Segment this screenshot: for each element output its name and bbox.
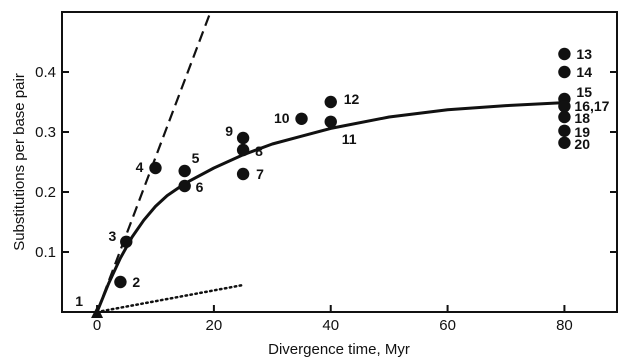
x-tick-label: 60 bbox=[439, 317, 456, 334]
data-point bbox=[120, 235, 133, 248]
data-point bbox=[91, 306, 104, 318]
x-tick-label: 80 bbox=[556, 317, 573, 334]
data-point-label: 9 bbox=[225, 123, 233, 139]
x-tick-label: 40 bbox=[322, 317, 339, 334]
data-point-label: 4 bbox=[136, 159, 144, 175]
x-tick-label: 20 bbox=[206, 317, 223, 334]
y-tick-label: 0.2 bbox=[35, 184, 56, 201]
data-point bbox=[558, 100, 571, 113]
x-axis-title: Divergence time, Myr bbox=[268, 341, 410, 358]
dotted-line bbox=[95, 283, 245, 312]
data-point bbox=[558, 110, 571, 124]
data-point-label: 5 bbox=[192, 150, 200, 166]
data-point bbox=[236, 167, 250, 181]
data-point bbox=[558, 136, 571, 149]
y-axis-title: Substitutions per base pair bbox=[11, 73, 28, 251]
data-point-label: 10 bbox=[274, 110, 290, 126]
data-point-label: 16,17 bbox=[574, 98, 609, 114]
data-point-label: 13 bbox=[576, 46, 592, 62]
data-point-label: 7 bbox=[256, 166, 264, 182]
data-point-label: 8 bbox=[255, 143, 263, 159]
data-point bbox=[558, 124, 571, 137]
data-point-label: 18 bbox=[574, 110, 590, 126]
data-point bbox=[149, 161, 162, 175]
data-point bbox=[558, 65, 571, 79]
data-point bbox=[178, 164, 191, 178]
data-point bbox=[324, 115, 337, 128]
data-point-label: 6 bbox=[196, 179, 204, 195]
fit-curve bbox=[95, 101, 565, 312]
y-tick-label: 0.4 bbox=[35, 64, 56, 81]
data-point-label: 1 bbox=[75, 293, 83, 309]
data-point bbox=[324, 95, 337, 109]
data-point bbox=[114, 275, 127, 289]
data-point-label: 11 bbox=[342, 131, 357, 147]
x-tick-label: 0 bbox=[93, 317, 101, 334]
data-point-label: 20 bbox=[574, 136, 590, 152]
dashed-line bbox=[96, 12, 212, 312]
data-point bbox=[178, 179, 191, 193]
data-point-label: 14 bbox=[576, 64, 592, 80]
data-point-label: 2 bbox=[132, 274, 140, 290]
y-tick-label: 0.1 bbox=[35, 244, 56, 261]
data-point-label: 15 bbox=[576, 84, 592, 100]
data-point-label: 19 bbox=[574, 124, 590, 140]
data-point-label: 3 bbox=[108, 228, 116, 244]
data-point-label: 12 bbox=[344, 91, 360, 107]
data-point bbox=[295, 112, 308, 126]
y-tick-label: 0.3 bbox=[35, 124, 56, 141]
data-point bbox=[558, 47, 571, 61]
data-point bbox=[236, 131, 250, 145]
data-point bbox=[236, 143, 250, 157]
plot-frame bbox=[61, 11, 618, 313]
